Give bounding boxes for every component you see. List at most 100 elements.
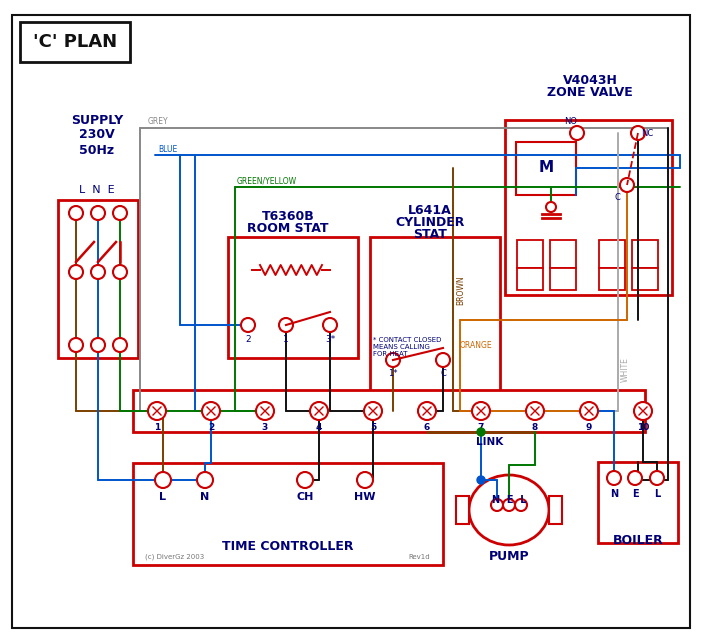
Circle shape (515, 499, 527, 511)
Bar (632, 268, 658, 290)
Text: N: N (610, 489, 618, 499)
Bar (516, 142, 576, 195)
Circle shape (570, 126, 584, 140)
Text: 1: 1 (283, 335, 289, 344)
Circle shape (634, 402, 652, 420)
Circle shape (91, 265, 105, 279)
Text: N  E  L: N E L (491, 495, 526, 505)
Circle shape (91, 338, 105, 352)
Bar (133, 390, 645, 432)
Text: NO: NO (564, 117, 578, 126)
Text: STAT: STAT (413, 228, 447, 240)
Bar (456, 496, 469, 524)
Circle shape (418, 402, 436, 420)
Circle shape (113, 338, 127, 352)
Circle shape (256, 402, 274, 420)
Bar (598, 462, 678, 543)
Bar (632, 240, 658, 268)
Bar (370, 237, 500, 392)
Text: ROOM STAT: ROOM STAT (247, 222, 329, 235)
Bar (599, 240, 625, 268)
Bar (517, 240, 543, 268)
Bar (550, 268, 576, 290)
Text: CH: CH (296, 492, 314, 502)
Text: 3: 3 (262, 424, 268, 433)
Circle shape (436, 353, 450, 367)
Text: (c) DiverGz 2003: (c) DiverGz 2003 (145, 554, 204, 560)
Circle shape (202, 402, 220, 420)
Text: 3*: 3* (325, 335, 335, 344)
Circle shape (607, 471, 621, 485)
Bar (549, 496, 562, 524)
Text: 1: 1 (154, 424, 160, 433)
Text: ZONE VALVE: ZONE VALVE (547, 87, 633, 99)
Circle shape (631, 126, 645, 140)
Bar (228, 237, 358, 358)
Circle shape (472, 402, 490, 420)
Bar (517, 268, 543, 290)
Text: C: C (440, 369, 446, 378)
Bar (58, 200, 138, 358)
Text: WHITE: WHITE (621, 358, 630, 383)
Text: SUPPLY
230V
50Hz: SUPPLY 230V 50Hz (71, 113, 123, 156)
Circle shape (279, 318, 293, 332)
Circle shape (491, 499, 503, 511)
Text: GREY: GREY (148, 117, 168, 126)
Text: T6360B: T6360B (262, 210, 314, 224)
Text: N: N (200, 492, 210, 502)
Ellipse shape (469, 475, 549, 545)
Bar (599, 268, 625, 290)
Circle shape (297, 472, 313, 488)
Text: L  N  E: L N E (79, 185, 115, 195)
Text: BLUE: BLUE (158, 144, 177, 153)
Text: CYLINDER: CYLINDER (395, 215, 465, 228)
Text: PUMP: PUMP (489, 549, 529, 563)
Bar (20, 22, 130, 62)
Circle shape (113, 206, 127, 220)
Circle shape (546, 202, 556, 212)
Circle shape (386, 353, 400, 367)
Bar (550, 240, 576, 268)
Text: E: E (632, 489, 638, 499)
Circle shape (620, 178, 634, 192)
Text: L641A: L641A (408, 203, 452, 217)
Text: 2: 2 (208, 424, 214, 433)
Bar (505, 120, 672, 295)
Text: BROWN: BROWN (456, 275, 465, 305)
Circle shape (310, 402, 328, 420)
Circle shape (69, 265, 83, 279)
Text: HW: HW (355, 492, 376, 502)
Text: 6: 6 (424, 424, 430, 433)
Text: BOILER: BOILER (613, 533, 663, 547)
Text: GREEN/YELLOW: GREEN/YELLOW (237, 176, 297, 185)
Circle shape (650, 471, 664, 485)
Text: LINK: LINK (477, 437, 503, 447)
Circle shape (69, 338, 83, 352)
Text: 7: 7 (478, 424, 484, 433)
Text: TIME CONTROLLER: TIME CONTROLLER (223, 540, 354, 553)
Text: 4: 4 (316, 424, 322, 433)
Text: M: M (538, 160, 554, 176)
Text: C: C (614, 192, 620, 201)
Circle shape (357, 472, 373, 488)
Circle shape (526, 402, 544, 420)
Circle shape (477, 428, 485, 436)
Text: 5: 5 (370, 424, 376, 433)
Circle shape (628, 471, 642, 485)
Circle shape (323, 318, 337, 332)
Text: ORANGE: ORANGE (460, 342, 493, 351)
Text: V4043H: V4043H (562, 74, 618, 87)
Circle shape (241, 318, 255, 332)
Circle shape (197, 472, 213, 488)
Circle shape (580, 402, 598, 420)
Circle shape (503, 499, 515, 511)
Circle shape (113, 265, 127, 279)
Circle shape (364, 402, 382, 420)
Circle shape (148, 402, 166, 420)
Circle shape (477, 476, 485, 484)
Circle shape (91, 206, 105, 220)
Bar (133, 463, 443, 565)
Text: Rev1d: Rev1d (409, 554, 430, 560)
Text: 9: 9 (585, 424, 592, 433)
Text: 'C' PLAN: 'C' PLAN (33, 33, 117, 51)
